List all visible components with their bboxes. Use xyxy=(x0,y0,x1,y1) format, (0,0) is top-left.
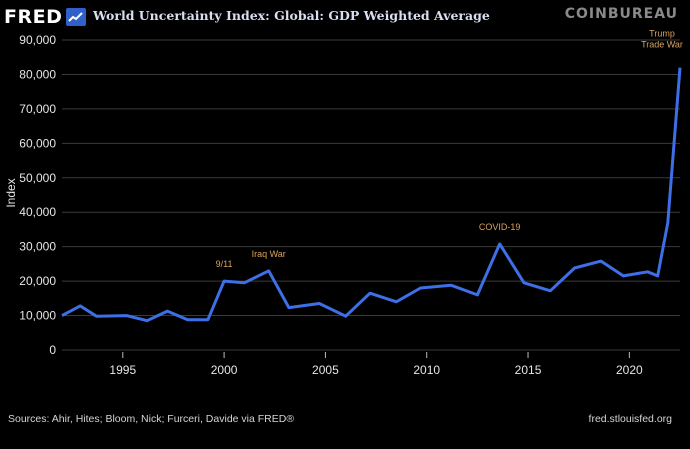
y-axis-ticks: 0 10,000 20,000 30,000 40,000 50,000 60,000 70,… xyxy=(19,33,56,357)
y-tick-label: 60,000 xyxy=(19,136,56,150)
brand-logo: COINBUREAU xyxy=(564,6,678,22)
x-tick-label: 1995 xyxy=(109,363,136,377)
series-line xyxy=(61,67,682,323)
fred-logo: FRED xyxy=(4,6,87,28)
event-annotation: 9/11 xyxy=(216,259,233,269)
y-tick-label: 80,000 xyxy=(19,67,56,81)
y-tick-label: 20,000 xyxy=(19,274,56,288)
chart-title: World Uncertainty Index: Global: GDP Wei… xyxy=(93,8,490,23)
y-tick-label: 30,000 xyxy=(19,240,56,254)
event-annotation: COVID-19 xyxy=(479,222,521,232)
y-tick-label: 40,000 xyxy=(19,205,56,219)
site-link[interactable]: fred.stlouisfed.org xyxy=(588,413,672,425)
x-tick-label: 2000 xyxy=(211,363,238,377)
annotation-line: Trump xyxy=(649,29,675,39)
source-note: Sources: Ahir, Hites; Bloom, Nick; Furce… xyxy=(8,413,295,425)
x-tick-label: 2005 xyxy=(312,363,339,377)
y-tick-label: 0 xyxy=(49,343,56,357)
annotation-line: Trade War xyxy=(641,40,683,50)
x-tick-label: 2020 xyxy=(616,363,643,377)
event-annotation: Iraq War xyxy=(252,249,286,259)
y-tick-label: 70,000 xyxy=(19,102,56,116)
y-tick-label: 50,000 xyxy=(19,171,56,185)
y-tick-label: 10,000 xyxy=(19,309,56,323)
x-axis-ticks: 1995 2000 2005 2010 2015 2020 xyxy=(109,352,643,377)
trend-chart-icon xyxy=(66,8,87,26)
x-tick-label: 2015 xyxy=(515,363,542,377)
y-tick-label: 90,000 xyxy=(19,33,56,47)
annotations: 9/11 Iraq War COVID-19 Trump Trade War xyxy=(216,29,683,270)
event-annotation: Trump Trade War xyxy=(641,29,683,50)
x-tick-label: 2010 xyxy=(413,363,440,377)
grid-lines xyxy=(62,39,680,351)
y-axis-label: Index xyxy=(4,178,18,207)
fred-logo-text: FRED xyxy=(4,6,63,28)
